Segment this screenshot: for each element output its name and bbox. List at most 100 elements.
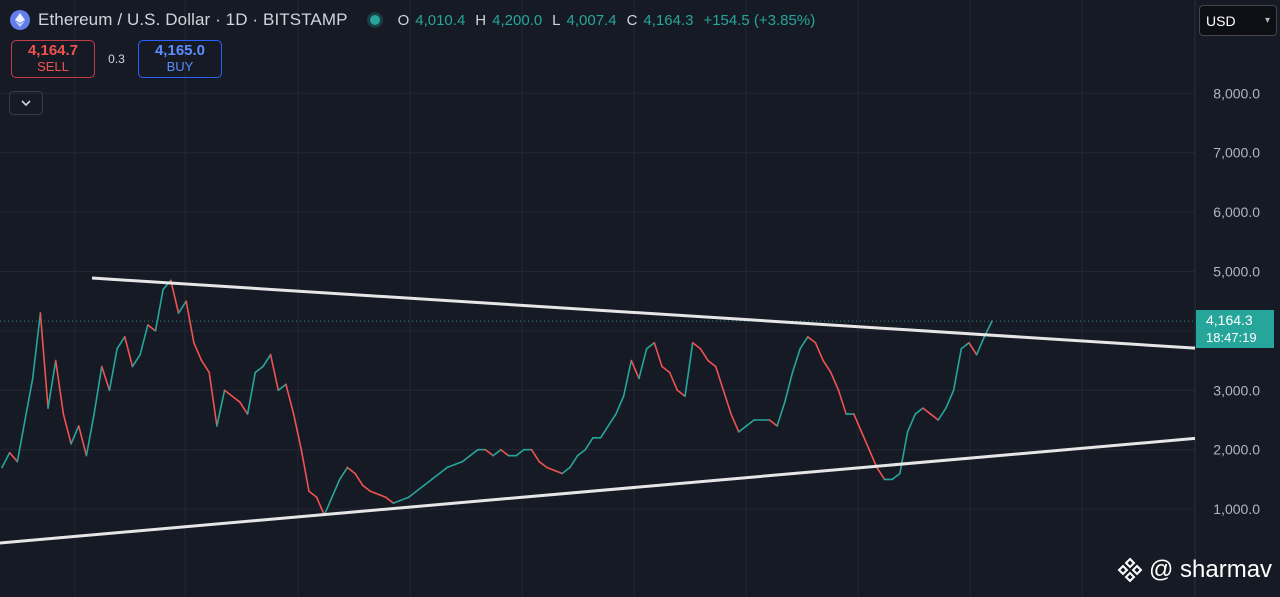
price-segment-76: [576, 448, 587, 457]
price-segment-127: [968, 341, 978, 356]
trendline-upper: [91, 276, 1196, 350]
price-segment-66: [500, 448, 510, 457]
price-segment-33: [246, 371, 257, 415]
sell-button[interactable]: 4,164.7 SELL: [11, 40, 95, 78]
price-segment-126: [960, 341, 970, 350]
price-segment-51: [384, 496, 395, 504]
price-segment-73: [553, 469, 564, 475]
price-axis: 1,000.0 2,000.0 3,000.0 5,000.0 6,000.0 7,000…: [1213, 85, 1260, 517]
high-value: 4,200.0: [492, 11, 543, 29]
price-segment-2: [8, 451, 19, 463]
price-segment-48: [361, 484, 372, 493]
price-segment-15: [108, 347, 118, 392]
price-segment-59: [446, 463, 456, 469]
close-value: 4,164.3: [643, 11, 694, 29]
price-segment-128: [975, 336, 986, 356]
price-segment-25: [185, 300, 195, 344]
price-segment-20: [147, 324, 157, 332]
price-segment-60: [453, 460, 464, 466]
price-segment-11: [77, 425, 88, 457]
collapse-legend-button[interactable]: [9, 91, 43, 115]
low-value: 4,007.4: [566, 11, 617, 29]
price-segment-23: [170, 279, 180, 314]
price-segment-91: [691, 341, 702, 350]
price-segment-21: [154, 288, 164, 332]
price-segment-107: [814, 341, 824, 362]
price-segment-19: [139, 324, 149, 356]
price-segment-68: [515, 448, 525, 457]
price-segment-96: [730, 413, 740, 433]
price-segment-3: [16, 419, 26, 463]
buy-button[interactable]: 4,165.0 BUY: [138, 40, 222, 78]
price-segment-44: [331, 478, 341, 499]
y-tick-label-6: 7,000.0: [1213, 145, 1260, 161]
chevron-down-icon: [21, 100, 31, 107]
price-segment-24: [177, 300, 187, 314]
price-segment-121: [922, 407, 932, 415]
price-segment-65: [492, 448, 502, 457]
price-segment-58: [438, 466, 448, 475]
chart-grid: [0, 0, 1195, 597]
price-segment-10: [70, 425, 80, 445]
price-segment-122: [929, 413, 940, 421]
price-segment-114: [868, 448, 878, 469]
price-segment-47: [354, 472, 364, 487]
price-segment-61: [461, 454, 471, 463]
price-segment-57: [430, 472, 441, 481]
price-segment-45: [338, 466, 349, 481]
ethereum-icon[interactable]: [10, 10, 30, 30]
price-segment-36: [269, 353, 280, 392]
price-segment-105: [799, 336, 809, 350]
price-segment-124: [945, 389, 955, 409]
y-tick-label-1: 2,000.0: [1213, 442, 1260, 458]
candle-countdown: 18:47:19: [1206, 330, 1257, 345]
price-segment-35: [262, 353, 272, 368]
price-segment-29: [216, 389, 226, 427]
price-segment-34: [254, 365, 264, 374]
price-segment-97: [737, 425, 748, 433]
sell-price: 4,164.7: [27, 42, 79, 59]
price-segment-117: [891, 472, 901, 481]
author-watermark: @ sharmav: [1117, 556, 1272, 584]
price-segment-32: [239, 401, 249, 415]
price-segment-27: [200, 359, 211, 374]
price-segment-109: [830, 371, 840, 392]
price-segment-74: [561, 466, 571, 475]
price-segment-115: [876, 466, 886, 481]
last-price-value: 4,164.3: [1206, 312, 1253, 328]
price-segment-90: [684, 341, 694, 398]
price-segment-118: [899, 431, 909, 475]
author-handle: @ sharmav: [1149, 556, 1273, 583]
price-segment-55: [415, 484, 425, 493]
price-segment-88: [668, 371, 679, 392]
price-segment-1: [1, 451, 11, 469]
buy-label: BUY: [166, 59, 194, 74]
price-series: [1, 279, 993, 516]
close-label: C: [626, 11, 638, 29]
price-segment-53: [400, 496, 410, 501]
price-segment-85: [645, 341, 656, 350]
price-segment-81: [615, 395, 625, 415]
price-segment-41: [308, 490, 318, 499]
price-segment-104: [791, 347, 801, 374]
price-segment-49: [369, 490, 379, 496]
price-segment-77: [584, 437, 594, 451]
currency-select[interactable]: USD ▾: [1199, 5, 1277, 36]
price-segment-102: [776, 401, 786, 427]
symbol-title[interactable]: Ethereum / U.S. Dollar · 1D · BITSTAMP: [38, 10, 348, 29]
price-segment-13: [93, 365, 103, 415]
price-segment-43: [323, 496, 333, 516]
price-segment-125: [952, 347, 963, 392]
price-segment-119: [906, 413, 917, 433]
low-label: L: [552, 11, 561, 29]
price-segment-7: [47, 359, 57, 409]
price-segment-71: [538, 460, 548, 469]
price-segment-95: [722, 389, 732, 415]
price-segment-123: [937, 407, 947, 421]
trendlines[interactable]: [0, 276, 1196, 545]
price-segment-98: [745, 419, 755, 427]
price-change: +154.5 (+3.85%): [703, 11, 816, 29]
trade-panel: 4,164.7 SELL 0.3 4,165.0 BUY: [11, 40, 222, 78]
ohlc-values: O 4,010.4 H 4,200.0 L 4,007.4 C 4,164.3 +154…: [398, 12, 820, 29]
